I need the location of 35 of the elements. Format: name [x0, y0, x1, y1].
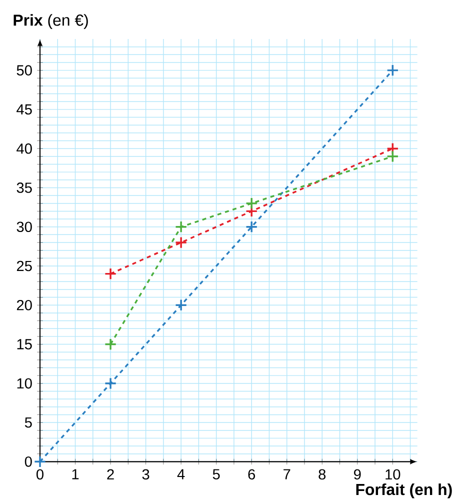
point	[174, 298, 188, 312]
y-tick-label: 25	[16, 260, 32, 272]
x-tick-label: 4	[177, 469, 185, 480]
y-tick-label: 50	[16, 65, 32, 76]
x-tick-label: 10	[386, 469, 400, 480]
point	[386, 150, 399, 163]
y-tick-label: 35	[16, 182, 32, 193]
y-axis-title: Prix (en €)	[14, 14, 88, 29]
x-tick-label: 7	[284, 469, 290, 480]
y-tick-label: 40	[16, 143, 32, 154]
x-tick-label: 5	[212, 469, 220, 480]
x-tick-label: 6	[248, 469, 256, 480]
y-tick-label: 5	[24, 417, 32, 428]
point	[34, 455, 46, 468]
y-tick-label: 20	[16, 300, 32, 310]
point	[174, 236, 188, 249]
y-tick-label: 30	[16, 222, 32, 232]
point	[386, 64, 399, 76]
x-tick-label: 2	[107, 469, 114, 480]
point	[245, 197, 258, 210]
y-tick-label: 45	[16, 104, 32, 115]
point	[104, 338, 117, 350]
x-tick-label: 8	[318, 469, 326, 480]
point	[104, 377, 117, 390]
point	[245, 220, 258, 234]
y-tick-label: 0	[24, 456, 32, 467]
x-tick-label: 9	[354, 469, 361, 480]
point	[104, 268, 117, 280]
point	[174, 220, 188, 234]
x-tick-label: 0	[36, 469, 44, 480]
y-tick-label: 10	[17, 378, 32, 389]
x-axis-title: Forfait (en h)	[356, 483, 452, 498]
x-tick-label: 1	[72, 469, 79, 480]
y-tick-label: 15	[17, 339, 32, 350]
x-tick-label: 3	[142, 469, 150, 480]
